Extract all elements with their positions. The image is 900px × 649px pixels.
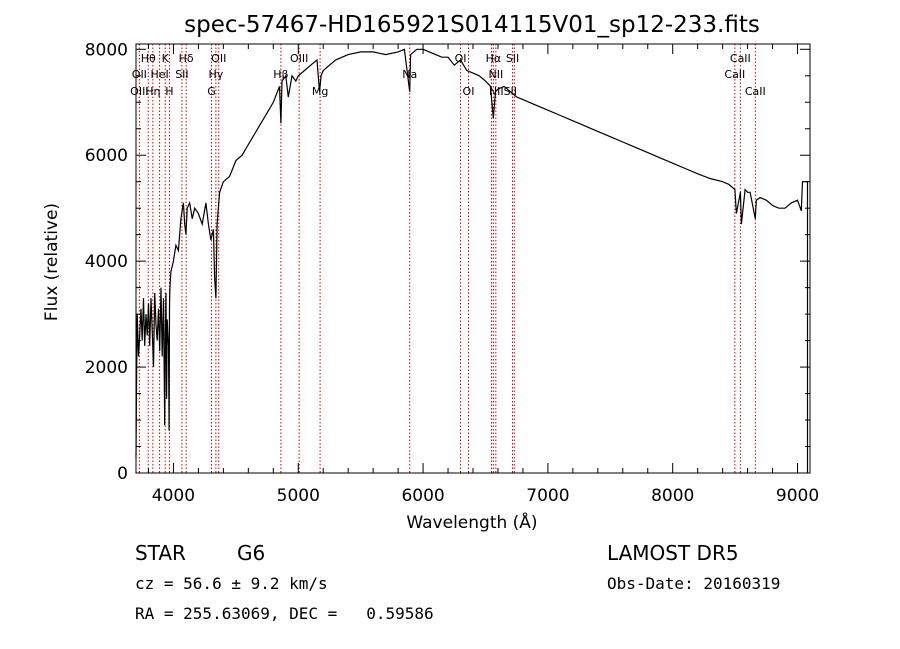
- line-label: OII: [132, 68, 147, 81]
- coordinates: RA = 255.63069, DEC = 0.59586: [135, 604, 434, 623]
- plot-frame: [135, 43, 811, 474]
- x-tick-label: 7000: [526, 486, 569, 506]
- line-label: SII: [506, 52, 519, 65]
- line-label: H: [165, 85, 173, 98]
- line-label: CaII: [745, 85, 766, 98]
- survey-name: LAMOST DR5: [607, 541, 739, 565]
- y-axis: 0 2000 4000 6000 8000: [85, 40, 810, 484]
- line-label: OII: [211, 52, 226, 65]
- line-label: HeI: [150, 68, 168, 81]
- line-label: OIII: [290, 52, 308, 65]
- y-tick-label: 6000: [85, 146, 128, 166]
- line-label: Hγ: [208, 68, 223, 81]
- y-axis-label: Flux (relative): [42, 203, 62, 321]
- x-axis: 4000 5000 6000 7000 8000 9000: [147, 44, 819, 506]
- x-tick-label: 8000: [651, 486, 694, 506]
- line-label: Hδ: [179, 52, 194, 65]
- line-label: NIISII: [489, 85, 517, 98]
- y-tick-label: 8000: [85, 40, 128, 60]
- spectrum-line: [135, 48, 809, 473]
- line-label: G: [207, 85, 216, 98]
- line-label: NII: [488, 68, 503, 81]
- line-label: Hθ: [141, 52, 156, 65]
- line-label: CaII: [730, 52, 751, 65]
- line-label: OI: [455, 52, 467, 65]
- x-tick-label: 6000: [401, 486, 444, 506]
- line-label: Hα: [486, 52, 502, 65]
- line-label: CaII: [724, 68, 745, 81]
- object-subclass: G6: [237, 541, 266, 565]
- x-tick-label: 4000: [152, 486, 195, 506]
- redshift-value: cz = 56.6 ± 9.2 km/s: [135, 574, 328, 593]
- x-axis-label: Wavelength (Å): [406, 511, 537, 533]
- y-tick-label: 0: [117, 464, 128, 484]
- x-tick-label: 9000: [776, 486, 819, 506]
- line-label: K: [162, 52, 170, 65]
- line-label: OIII: [130, 85, 148, 98]
- emission-line-markers: [138, 44, 756, 473]
- object-type: STAR: [135, 541, 186, 565]
- y-tick-label: 2000: [85, 358, 128, 378]
- observation-date: Obs-Date: 20160319: [607, 574, 781, 593]
- line-label: SII: [175, 68, 188, 81]
- y-tick-label: 4000: [85, 252, 128, 272]
- x-tick-label: 5000: [277, 486, 320, 506]
- line-label: OI: [463, 85, 475, 98]
- chart-title: spec-57467-HD165921S014115V01_sp12-233.f…: [184, 12, 760, 38]
- line-label: Hη: [145, 85, 160, 98]
